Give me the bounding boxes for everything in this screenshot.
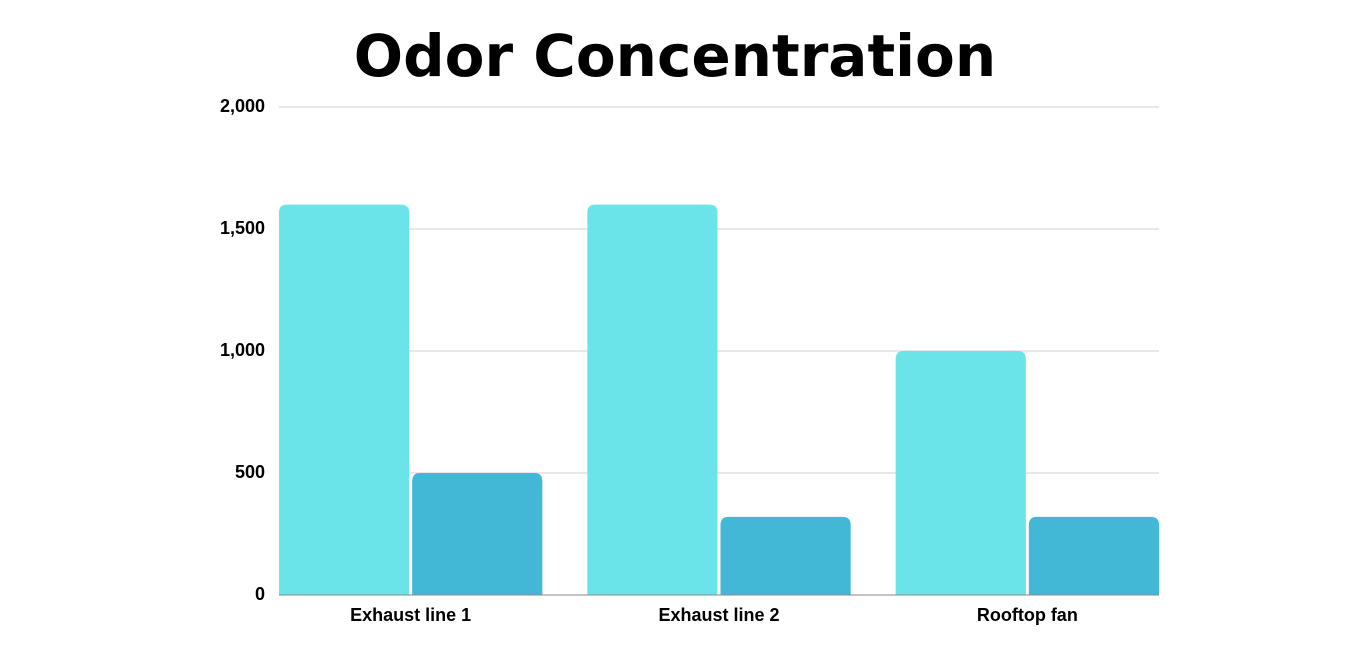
y-tick-label: 0 — [255, 584, 265, 604]
bar — [587, 204, 718, 595]
bar — [720, 516, 851, 595]
x-tick-label: Exhaust line 2 — [658, 605, 779, 625]
y-tick-label: 1,500 — [220, 218, 265, 238]
x-tick-label: Exhaust line 1 — [350, 605, 471, 625]
chart-title: Odor Concentration — [354, 22, 996, 90]
x-tick-label: Rooftop fan — [977, 605, 1078, 625]
bar — [1028, 516, 1159, 595]
bar — [279, 204, 410, 595]
y-tick-label: 2,000 — [220, 96, 265, 116]
y-tick-label: 1,000 — [220, 340, 265, 360]
bar — [412, 473, 543, 595]
bar — [895, 351, 1026, 595]
y-tick-label: 500 — [235, 462, 265, 482]
